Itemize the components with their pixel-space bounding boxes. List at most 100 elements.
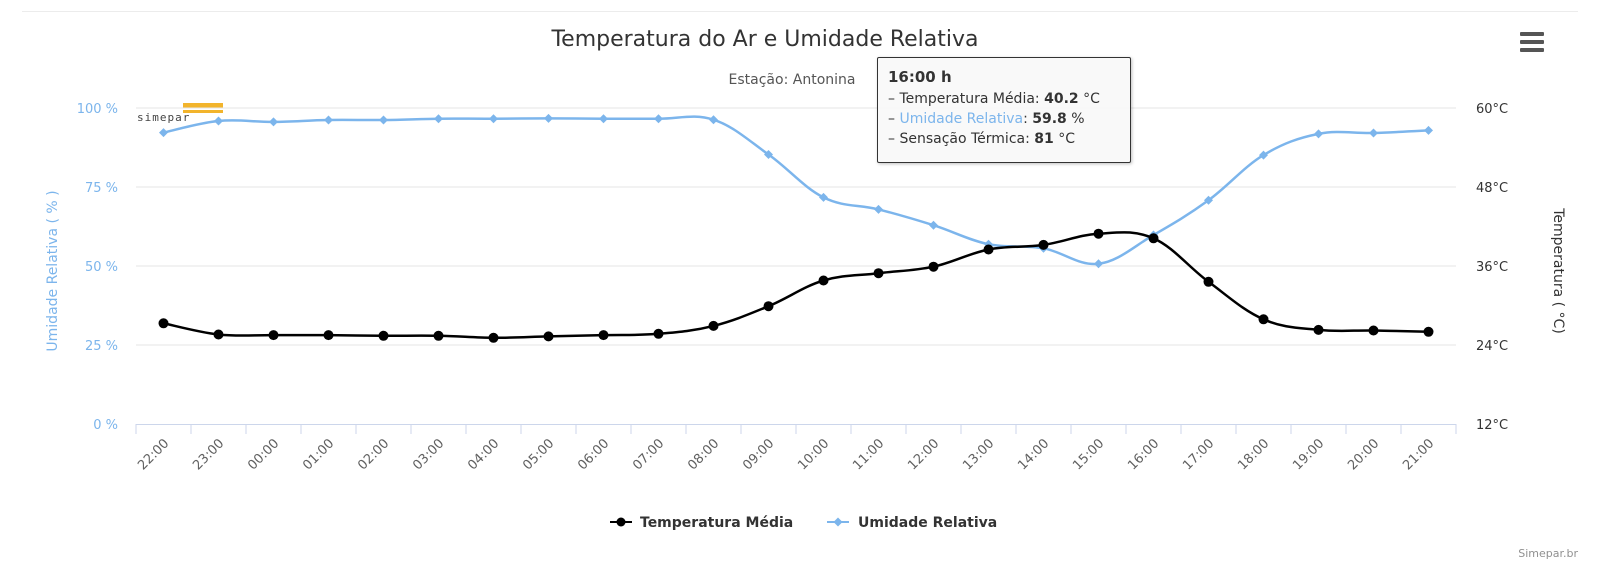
- data-point: [598, 330, 609, 341]
- data-point: [158, 318, 169, 329]
- data-point: [928, 261, 939, 272]
- credits-link[interactable]: Simepar.br: [1518, 547, 1578, 560]
- data-point: [873, 268, 884, 279]
- right-tick-label: 60°C: [1476, 102, 1508, 117]
- data-point: [1259, 150, 1268, 160]
- data-point: [654, 114, 663, 124]
- left-axis-title: Umidade Relativa ( % ): [45, 190, 61, 351]
- tooltip-row-sensacao: – Sensação Térmica: 81 °C: [888, 131, 1075, 147]
- x-tick-label: 23:00: [190, 436, 227, 473]
- data-point: [1148, 233, 1159, 244]
- tooltip: 16:00 h – Temperatura Média: 40.2 °C – U…: [877, 57, 1131, 163]
- data-point: [1313, 324, 1324, 335]
- logo-bar-mid: [183, 110, 223, 113]
- data-point: [214, 116, 223, 126]
- x-tick-label: 08:00: [685, 436, 722, 473]
- top-border: [22, 11, 1578, 12]
- tooltip-label: Sensação Térmica: [899, 131, 1026, 147]
- tooltip-value: 59.8: [1032, 111, 1067, 127]
- left-tick-label: 25 %: [85, 339, 118, 354]
- x-tick-label: 04:00: [465, 436, 502, 473]
- right-axis-title: Temperatura ( °C): [1550, 207, 1566, 334]
- data-point: [819, 192, 828, 202]
- data-point: [653, 328, 664, 339]
- tooltip-unit: %: [1071, 111, 1085, 127]
- tooltip-value: 40.2: [1044, 91, 1079, 107]
- simepar-logo: simepar: [137, 103, 223, 124]
- grid-lines: [136, 107, 1456, 346]
- x-tick-label: 15:00: [1070, 436, 1107, 473]
- data-point: [1204, 195, 1213, 205]
- tooltip-row-umidade: – Umidade Relativa: 59.8 %: [888, 111, 1085, 127]
- left-tick-label: 50 %: [85, 260, 118, 275]
- x-tick-label: 10:00: [795, 436, 832, 473]
- x-tick-label: 05:00: [520, 436, 557, 473]
- x-tick-label: 09:00: [740, 436, 777, 473]
- data-point: [434, 114, 443, 124]
- data-point: [929, 220, 938, 230]
- legend-item-umidade[interactable]: Umidade Relativa: [827, 515, 997, 531]
- logo-bar-top: [183, 103, 223, 108]
- tooltip-header: 16:00 h: [888, 68, 952, 86]
- series-line: [163, 231, 1429, 340]
- data-point: [1423, 326, 1434, 337]
- data-point: [1203, 276, 1214, 287]
- menu-bar: [1520, 40, 1544, 44]
- x-tick-label: 14:00: [1015, 436, 1052, 473]
- data-point: [323, 330, 334, 341]
- data-point: [159, 128, 168, 138]
- data-point: [544, 113, 553, 123]
- data-point: [488, 332, 499, 343]
- x-tick-label: 11:00: [850, 436, 887, 473]
- x-tick-label: 07:00: [630, 436, 667, 473]
- right-tick-label: 24°C: [1476, 339, 1508, 354]
- x-tick-label: 00:00: [245, 436, 282, 473]
- data-point: [1424, 125, 1433, 135]
- series-temperatura-media: [158, 228, 1434, 343]
- x-tick-label: 01:00: [300, 436, 337, 473]
- data-point: [543, 331, 554, 342]
- data-point: [1094, 259, 1103, 269]
- data-point: [818, 275, 829, 286]
- data-point: [764, 149, 773, 159]
- data-point: [709, 115, 718, 125]
- x-tick-label: 06:00: [575, 436, 612, 473]
- data-point: [983, 244, 994, 255]
- series-line: [163, 115, 1429, 266]
- legend-item-temperatura[interactable]: Temperatura Média: [610, 515, 793, 531]
- x-tick-label: 17:00: [1180, 436, 1217, 473]
- legend[interactable]: Temperatura Média Umidade Relativa: [610, 515, 997, 531]
- data-point: [1369, 128, 1378, 138]
- left-axis-ticks: 0 % 25 % 50 % 75 % 100 %: [77, 102, 118, 433]
- left-tick-label: 75 %: [85, 181, 118, 196]
- right-axis-ticks: 12°C 24°C 36°C 48°C 60°C: [1476, 102, 1508, 433]
- data-point: [1258, 314, 1269, 325]
- chart-title: Temperatura do Ar e Umidade Relativa: [550, 27, 978, 52]
- right-tick-label: 36°C: [1476, 260, 1508, 275]
- data-point: [489, 114, 498, 124]
- logo-text: simepar: [137, 111, 190, 124]
- legend-marker-umidade: [833, 517, 843, 527]
- data-point: [1093, 228, 1104, 239]
- x-tick-label: 16:00: [1125, 436, 1162, 473]
- x-tick-label: 22:00: [135, 436, 172, 473]
- data-point: [708, 320, 719, 331]
- tooltip-label: Temperatura Média: [899, 91, 1035, 107]
- legend-label-umidade: Umidade Relativa: [858, 515, 997, 531]
- data-point: [378, 330, 389, 341]
- data-point: [268, 330, 279, 341]
- data-point: [1314, 129, 1323, 139]
- x-tick-label: 02:00: [355, 436, 392, 473]
- tooltip-unit: °C: [1058, 131, 1075, 147]
- x-tick-label: 03:00: [410, 436, 447, 473]
- data-point: [269, 117, 278, 127]
- data-point: [324, 115, 333, 125]
- hamburger-menu-icon[interactable]: [1520, 32, 1544, 54]
- series-umidade-relativa: [159, 113, 1433, 269]
- data-point: [1038, 239, 1049, 250]
- x-tick-label: 19:00: [1290, 436, 1327, 473]
- x-tick-label: 12:00: [905, 436, 942, 473]
- data-point: [763, 301, 774, 312]
- data-point: [599, 114, 608, 124]
